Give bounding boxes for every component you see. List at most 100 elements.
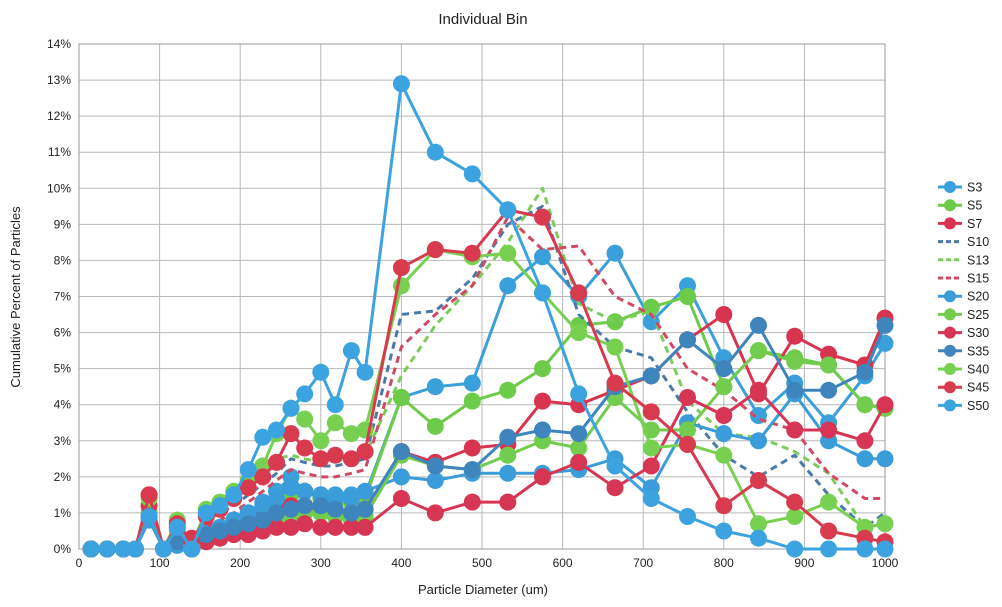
data-point — [534, 468, 551, 486]
data-point — [268, 453, 285, 471]
data-point — [715, 522, 733, 540]
data-point — [239, 461, 257, 479]
data-point — [211, 497, 229, 515]
legend-label: S45 — [967, 381, 989, 395]
data-point — [463, 374, 481, 392]
data-point — [876, 450, 894, 468]
legend-label: S10 — [967, 235, 989, 249]
data-point — [820, 493, 838, 511]
data-point — [296, 482, 314, 500]
x-tick-label: 800 — [714, 556, 734, 570]
data-point — [750, 472, 767, 489]
data-point — [282, 500, 300, 518]
x-tick-label: 200 — [230, 556, 250, 570]
data-point — [679, 508, 696, 525]
data-point — [876, 515, 894, 533]
legend-item: S45 — [938, 381, 989, 395]
data-point — [499, 446, 517, 464]
legend-item: S20 — [938, 290, 989, 304]
data-point — [268, 518, 285, 536]
data-point — [570, 324, 588, 342]
legend-label: S7 — [967, 217, 982, 231]
data-point — [856, 540, 874, 558]
legend-item: S13 — [938, 253, 989, 267]
data-point — [392, 443, 410, 461]
data-point — [499, 244, 517, 262]
data-point — [392, 389, 410, 406]
data-point — [312, 450, 330, 468]
data-point — [268, 490, 285, 507]
data-point — [326, 500, 344, 518]
data-point — [499, 464, 517, 482]
legend-item: S10 — [938, 235, 989, 249]
data-point — [876, 540, 894, 558]
legend-label: S40 — [967, 363, 989, 377]
data-point — [282, 425, 300, 443]
chart-title: Individual Bin — [438, 11, 527, 28]
x-tick-label: 300 — [311, 556, 331, 570]
data-point — [750, 529, 767, 547]
series-s13 — [91, 186, 886, 551]
data-point — [715, 497, 733, 515]
data-point — [499, 277, 517, 295]
legend-item: S30 — [938, 326, 989, 340]
data-point — [606, 457, 624, 475]
data-point — [463, 165, 481, 183]
series-s50 — [82, 75, 894, 558]
legend-item: S15 — [938, 272, 989, 286]
data-point — [786, 352, 804, 370]
y-axis-title: Cumulative Percent of Particles — [8, 206, 23, 388]
data-point — [856, 396, 874, 414]
data-point — [750, 381, 767, 399]
data-point — [326, 446, 344, 464]
data-point — [392, 259, 410, 277]
data-point — [679, 389, 696, 406]
data-point — [183, 540, 201, 558]
legend-swatch — [944, 290, 956, 303]
data-point — [356, 482, 374, 500]
data-point — [282, 518, 300, 536]
data-point — [750, 316, 767, 334]
legend-item: S25 — [938, 308, 989, 322]
data-point — [342, 490, 360, 507]
data-point — [114, 540, 132, 558]
data-point — [750, 342, 767, 360]
data-point — [312, 432, 330, 450]
y-axis-ticks: 0% 1% 2% 3% 4% 5% 6% 7% 8% 9% 10% 11% 12% 13% 14% — [47, 37, 71, 556]
legend-item: S35 — [938, 344, 989, 358]
data-point — [254, 468, 272, 486]
data-point — [499, 428, 517, 446]
data-point — [282, 479, 300, 497]
data-point — [268, 504, 285, 522]
legend: S3 S5 S7 S10 S13 S15 S20 S25 S30 S35 S40 S45 S50 — [938, 181, 989, 413]
legend-item: S3 — [938, 181, 982, 195]
data-point — [197, 504, 215, 522]
data-point — [155, 540, 173, 558]
data-point — [254, 428, 272, 446]
data-point — [570, 439, 588, 457]
y-tick-label: 14% — [47, 37, 71, 51]
plot-frame — [78, 43, 886, 550]
data-point — [392, 75, 410, 93]
data-point — [820, 522, 838, 540]
x-axis-ticks: 0 100 200 300 400 500 600 700 800 900 1000 — [76, 556, 899, 570]
legend-label: S13 — [967, 253, 989, 267]
data-point — [211, 522, 229, 540]
data-point — [426, 378, 444, 396]
data-point — [463, 392, 481, 410]
x-tick-label: 100 — [150, 556, 170, 570]
legend-label: S25 — [967, 308, 989, 322]
data-point — [168, 533, 186, 551]
legend-label: S15 — [967, 272, 989, 286]
data-point — [750, 515, 767, 533]
data-point — [499, 201, 517, 219]
data-point — [876, 316, 894, 334]
data-point — [715, 407, 733, 424]
legend-swatch — [944, 217, 956, 230]
data-point — [715, 446, 733, 464]
data-point — [225, 518, 243, 536]
data-point — [534, 208, 551, 226]
legend-swatch — [944, 381, 956, 394]
data-point — [534, 392, 551, 410]
legend-item: S5 — [938, 199, 982, 213]
